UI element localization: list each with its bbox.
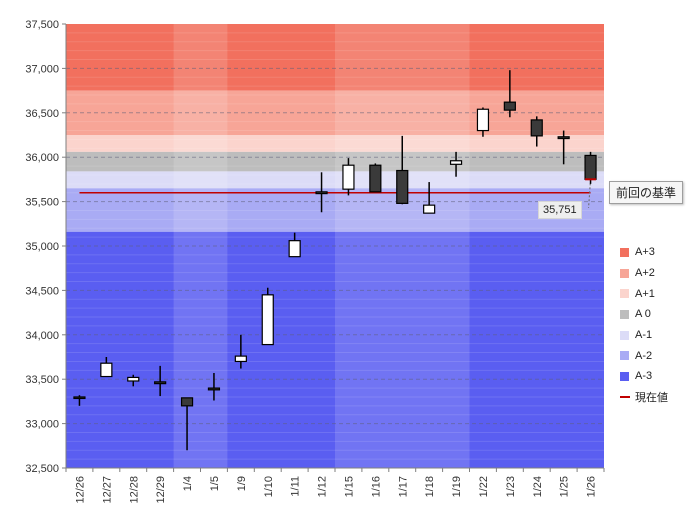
band-aminus2	[66, 188, 604, 232]
candle-body-up	[342, 164, 355, 190]
legend-label: A+2	[635, 267, 655, 280]
x-tick-label: 12/28	[128, 476, 140, 504]
legend-item: A+3	[620, 242, 692, 263]
x-tick-label: 1/19	[451, 476, 463, 497]
legend-item: 現在値	[620, 387, 692, 408]
candle-body-up	[127, 376, 140, 382]
reference-line-layer	[79, 179, 592, 209]
x-tick-label: 1/26	[586, 476, 598, 497]
x-tick-label: 12/27	[101, 476, 113, 504]
candle-body-down	[315, 191, 328, 195]
legend-item: A+2	[620, 263, 692, 284]
legend-color-swatch	[620, 268, 629, 278]
x-tick-label: 1/11	[290, 476, 302, 497]
candle-body-down	[396, 169, 409, 204]
x-tick-label: 1/15	[343, 476, 355, 497]
candle-body-up	[449, 160, 463, 165]
legend-label: A-2	[635, 349, 653, 362]
x-tick-label: 12/26	[74, 476, 86, 504]
y-tick-label: 37,000	[25, 63, 59, 75]
y-tick-label: 36,500	[25, 108, 59, 120]
legend-item: A-2	[620, 345, 692, 366]
y-tick-label: 33,000	[25, 419, 59, 431]
x-tick-label: 1/16	[370, 476, 382, 497]
grid-layer	[66, 32, 604, 460]
legend-color-swatch	[620, 309, 629, 319]
candle-body-down	[557, 136, 570, 140]
y-tick-label: 32,500	[25, 463, 59, 475]
y-tick-label: 34,000	[25, 330, 59, 342]
candle-body-down	[584, 154, 597, 180]
candle-body-up	[261, 294, 274, 346]
current-value-label: 35,751	[538, 201, 582, 219]
legend-item: A-3	[620, 366, 692, 387]
legend-item: A 0	[620, 304, 692, 325]
legend-item: A-1	[620, 325, 692, 346]
band-layer	[66, 24, 604, 468]
axes-layer: 32,500 33,000 33,500 34,000 34,500 35,000 35,5…	[25, 19, 605, 504]
candle-body-down	[369, 164, 382, 193]
x-tick-label: 1/9	[236, 476, 248, 491]
candle-body-up	[100, 362, 113, 378]
candle-body-up	[288, 240, 301, 258]
legend-color-swatch	[620, 289, 629, 299]
candle-body-down	[154, 381, 167, 385]
x-tick-label: 1/17	[397, 476, 409, 497]
x-tick-label: 1/4	[182, 476, 194, 491]
band-aminus1	[66, 171, 604, 189]
legend-label: A-3	[635, 370, 653, 383]
candle-body-up	[423, 204, 436, 214]
legend-line-swatch	[620, 396, 630, 399]
legend-color-swatch	[620, 371, 629, 381]
y-tick-label: 35,000	[25, 241, 59, 253]
legend-label: 現在値	[635, 392, 668, 405]
legend-label: A+3	[635, 246, 655, 259]
x-tick-label: 12/29	[155, 476, 167, 504]
legend-color-swatch	[620, 330, 629, 340]
y-tick-label: 35,500	[25, 197, 59, 209]
candle-body-down	[73, 396, 86, 400]
x-tick-label: 1/5	[209, 476, 221, 491]
legend-label: A 0	[635, 308, 651, 321]
current-value-connector	[588, 179, 592, 209]
candle-body-down	[180, 397, 194, 407]
y-tick-label: 34,500	[25, 285, 59, 297]
reference-label: 前回の基準	[609, 181, 684, 204]
candle-layer	[73, 70, 597, 451]
x-tick-label: 1/23	[505, 476, 517, 497]
legend-label: A+1	[635, 287, 655, 300]
band-aplus1	[66, 135, 604, 152]
candle-body-down	[503, 101, 516, 111]
legend: A+3 A+2 A+1 A 0 A-1 A-2 A-3 現在値	[620, 242, 692, 408]
legend-color-swatch	[620, 351, 629, 361]
legend-color-swatch	[620, 247, 629, 257]
y-tick-label: 37,500	[25, 19, 59, 31]
x-tick-label: 1/10	[263, 476, 275, 497]
x-tick-label: 1/12	[317, 476, 329, 497]
x-tick-label: 1/24	[532, 476, 544, 497]
y-tick-label: 36,000	[25, 152, 59, 164]
band-aminus3	[66, 231, 604, 468]
candle-body-up	[476, 108, 490, 132]
x-tick-label: 1/18	[424, 476, 436, 497]
candle-body-down	[530, 119, 543, 137]
candle-body-down	[207, 387, 221, 391]
x-tick-label: 1/25	[559, 476, 571, 497]
x-tick-label: 1/22	[478, 476, 490, 497]
legend-item: A+1	[620, 283, 692, 304]
legend-label: A-1	[635, 329, 653, 342]
y-tick-label: 33,500	[25, 374, 59, 386]
candle-body-up	[234, 355, 247, 363]
band-aplus3	[66, 24, 604, 91]
